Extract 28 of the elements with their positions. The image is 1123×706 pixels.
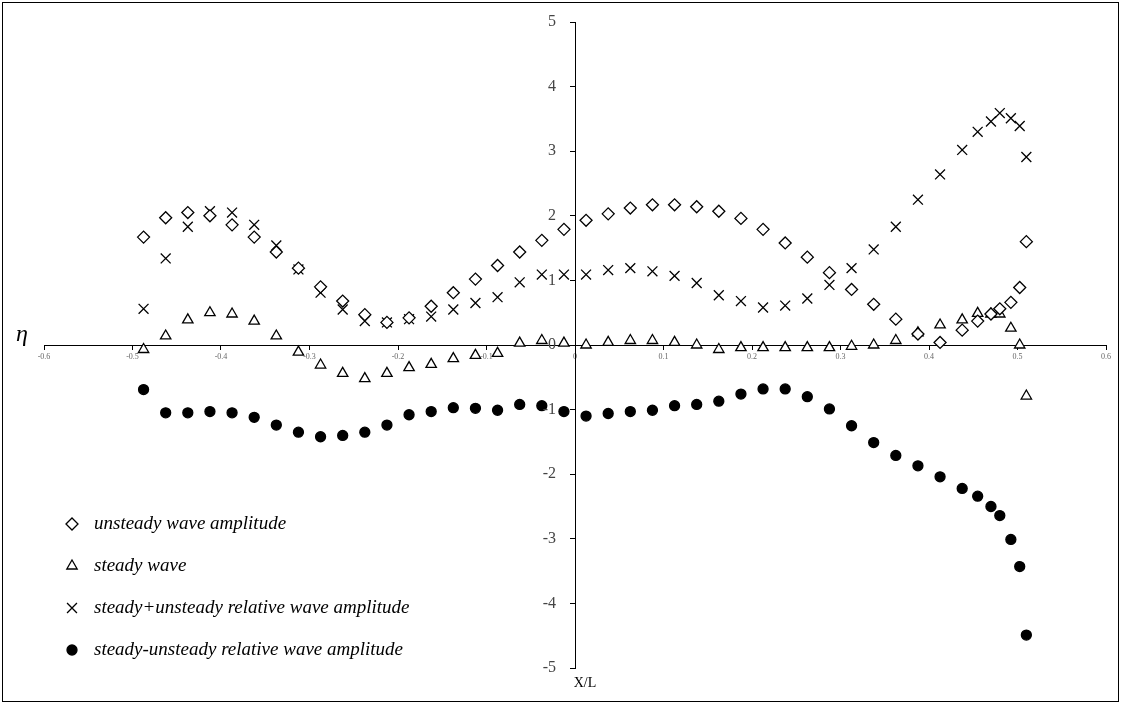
y-tick-label: -2 [542, 464, 556, 482]
legend-label: steady-unsteady relative wave amplitude [94, 638, 404, 659]
x-axis-title: X/L [573, 674, 597, 690]
y-tick-label: 4 [548, 76, 556, 94]
x-tick-label: -0.5 [126, 351, 139, 361]
x-tick-label: -0.4 [214, 351, 228, 361]
x-tick-label: -0.1 [480, 351, 493, 361]
y-tick-label: -5 [542, 658, 556, 676]
x-tick-label: 0.1 [658, 351, 669, 361]
y-tick-label: 5 [548, 12, 556, 30]
y-tick-label: -1 [542, 399, 556, 417]
x-tick-label: 0.5 [1012, 351, 1023, 361]
y-tick-label: -3 [542, 529, 556, 546]
y-tick-label: 2 [548, 206, 556, 223]
x-tick-label: 0.3 [835, 351, 846, 361]
x-tick-label: -0.3 [303, 351, 316, 361]
legend-label: steady+unsteady relative wave amplitude [94, 596, 410, 617]
x-tick-label: -0.2 [391, 351, 405, 361]
x-tick-label: 0.2 [747, 351, 757, 361]
legend-label: steady wave [94, 554, 187, 575]
x-tick-label: -0.6 [37, 351, 51, 361]
x-tick-label: 0.4 [924, 351, 934, 361]
legend-label: unsteady wave amplitude [94, 512, 287, 533]
y-axis-title: η [16, 320, 28, 347]
x-tick-label: 0.6 [1101, 351, 1111, 361]
y-tick-label: 1 [548, 270, 556, 288]
y-tick-label: 3 [548, 141, 556, 159]
y-tick-label: -4 [542, 593, 556, 611]
